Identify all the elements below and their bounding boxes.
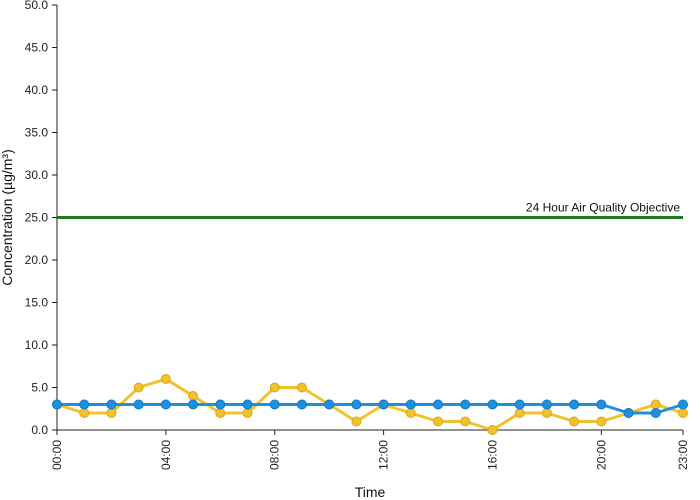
data-point bbox=[269, 382, 280, 393]
x-tick-label: 00:00 bbox=[50, 440, 64, 470]
data-point bbox=[514, 408, 525, 418]
data-point bbox=[79, 399, 90, 410]
data-point bbox=[433, 399, 444, 410]
objective-layer: 24 Hour Air Quality Objective bbox=[57, 201, 683, 219]
data-point bbox=[133, 382, 144, 393]
data-point bbox=[541, 408, 552, 418]
data-point bbox=[569, 416, 580, 427]
data-point bbox=[596, 399, 607, 410]
data-point bbox=[433, 416, 444, 427]
series-layer bbox=[52, 374, 688, 435]
data-point bbox=[460, 399, 471, 410]
data-point bbox=[296, 399, 307, 410]
data-point bbox=[296, 382, 307, 393]
data-point bbox=[378, 399, 389, 410]
data-point bbox=[623, 408, 634, 418]
data-point bbox=[215, 408, 226, 418]
series-1 bbox=[52, 399, 688, 418]
y-axis-title: Concentration (µg/m³) bbox=[0, 149, 15, 285]
data-point bbox=[106, 408, 117, 418]
data-point bbox=[596, 416, 607, 427]
y-tick-label: 30.0 bbox=[25, 168, 49, 182]
data-point bbox=[405, 399, 416, 410]
data-point bbox=[188, 391, 199, 401]
y-tick-label: 35.0 bbox=[25, 126, 49, 140]
data-point bbox=[188, 399, 199, 410]
x-axis-title: Time bbox=[355, 484, 386, 500]
x-tick-label: 20:00 bbox=[594, 440, 608, 470]
data-point bbox=[514, 399, 525, 410]
data-point bbox=[569, 399, 580, 410]
y-tick-label: 5.0 bbox=[31, 381, 48, 395]
data-point bbox=[487, 425, 498, 435]
data-point bbox=[79, 408, 90, 418]
data-point bbox=[52, 399, 62, 410]
data-point bbox=[160, 399, 171, 410]
data-point bbox=[269, 399, 280, 410]
data-point bbox=[678, 408, 688, 418]
y-tick-label: 40.0 bbox=[25, 83, 49, 97]
objective-label: 24 Hour Air Quality Objective bbox=[526, 201, 680, 215]
data-point bbox=[351, 416, 362, 427]
axes-layer: 0.0 5.0 10.0 15.0 20.0 25.0 30.0 35.0 40.0 45.0 50… bbox=[25, 0, 690, 470]
x-tick-label: 08:00 bbox=[268, 440, 282, 470]
x-tick-label: 12:00 bbox=[377, 440, 391, 470]
data-point bbox=[324, 399, 335, 410]
y-tick-label: 25.0 bbox=[25, 211, 49, 225]
data-point bbox=[460, 416, 471, 427]
data-point bbox=[133, 399, 144, 410]
data-point bbox=[215, 399, 226, 410]
y-tick-label: 20.0 bbox=[25, 253, 49, 267]
x-tick-label: 23:00 bbox=[676, 440, 690, 470]
data-point bbox=[351, 399, 362, 410]
data-point bbox=[650, 408, 661, 418]
data-point bbox=[106, 399, 117, 410]
data-point bbox=[160, 374, 171, 384]
y-tick-label: 0.0 bbox=[31, 423, 48, 437]
data-point bbox=[242, 399, 253, 410]
y-tick-label: 50.0 bbox=[25, 0, 49, 12]
data-point bbox=[242, 408, 253, 418]
x-tick-label: 04:00 bbox=[159, 440, 173, 470]
y-tick-label: 10.0 bbox=[25, 338, 49, 352]
data-point bbox=[678, 399, 688, 410]
y-tick-label: 45.0 bbox=[25, 41, 49, 55]
data-point bbox=[541, 399, 552, 410]
data-point bbox=[650, 399, 661, 410]
data-point bbox=[487, 399, 498, 410]
y-tick-label: 15.0 bbox=[25, 296, 49, 310]
x-tick-label: 16:00 bbox=[485, 440, 499, 470]
data-point bbox=[405, 408, 416, 418]
